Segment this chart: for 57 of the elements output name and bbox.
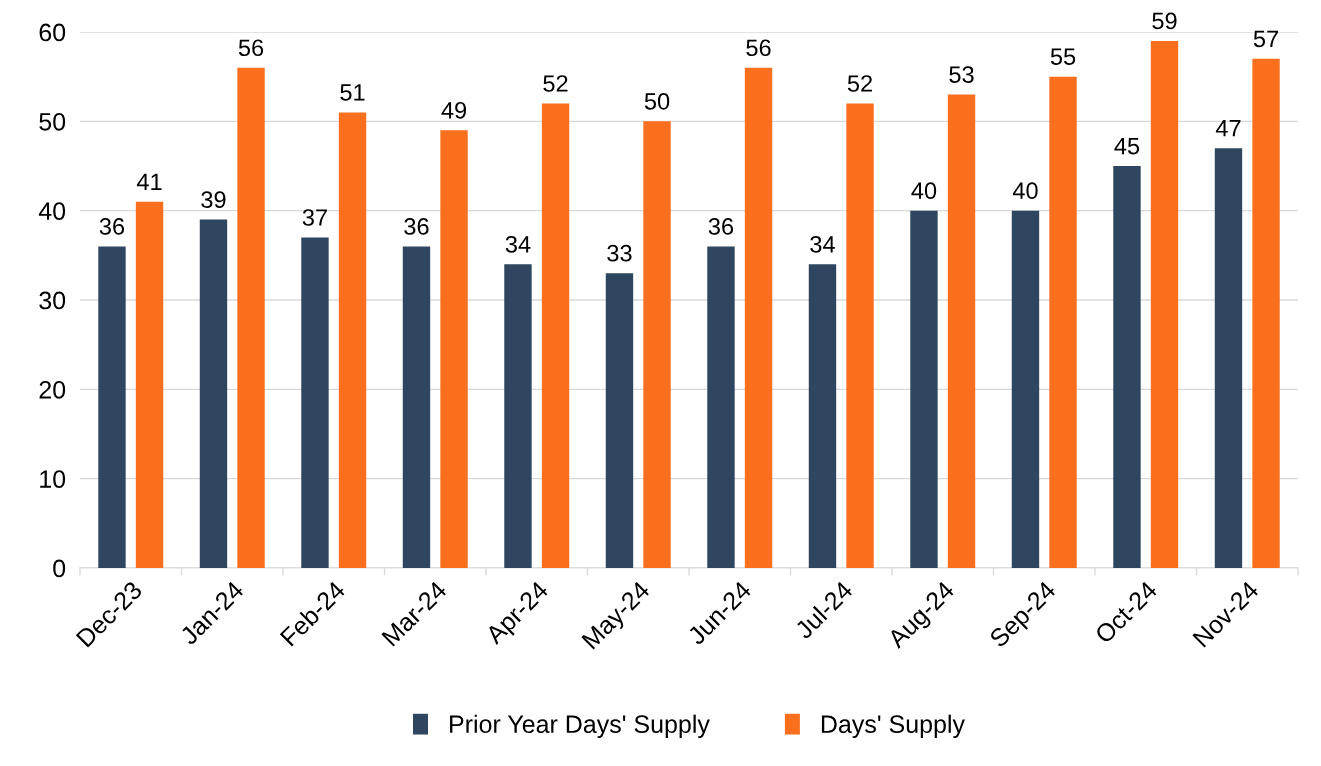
data-label: 55: [1050, 48, 1076, 66]
bar: [338, 112, 367, 568]
bar: [1150, 40, 1179, 568]
data-label: 36: [404, 218, 429, 235]
data-label: 37: [302, 209, 327, 226]
bar: [846, 103, 874, 568]
bar: [643, 121, 671, 568]
data-label: 47: [1215, 120, 1241, 137]
bar: [135, 201, 164, 568]
data-label: 56: [746, 39, 771, 57]
data-label: 50: [644, 93, 670, 110]
data-label: 45: [1114, 137, 1140, 155]
legend-label: Days' Supply: [821, 714, 965, 738]
data-label: 40: [911, 182, 937, 200]
y-tick-label: 0: [53, 559, 66, 578]
data-label: 39: [201, 191, 226, 208]
bar: [504, 264, 532, 568]
bar: [1011, 210, 1040, 568]
bar: [440, 130, 468, 568]
data-label: 56: [238, 39, 264, 57]
data-label: 57: [1253, 30, 1278, 48]
y-tick-label: 60: [39, 23, 66, 42]
bar: [1113, 166, 1141, 568]
bar: [199, 219, 228, 568]
y-tick-label: 40: [38, 202, 66, 220]
data-label: 40: [1012, 182, 1038, 200]
data-label: 36: [99, 218, 125, 235]
y-tick-label: 50: [39, 112, 66, 131]
bar: [1252, 58, 1280, 568]
bar: [1214, 148, 1243, 568]
legend-label: Prior Year Days' Supply: [450, 714, 710, 738]
bar: [707, 246, 735, 568]
data-label: 34: [505, 235, 531, 253]
bar: [910, 210, 938, 568]
data-label: 49: [441, 101, 467, 119]
bar: [947, 94, 976, 568]
y-tick-label: 30: [39, 291, 66, 310]
data-label: 52: [847, 75, 872, 92]
y-tick-label: 10: [40, 470, 66, 488]
bar: [237, 67, 265, 568]
data-label: 53: [949, 66, 974, 83]
bar: [744, 67, 773, 568]
data-label: 52: [543, 75, 568, 92]
bar: [301, 237, 329, 568]
data-label: 51: [340, 84, 365, 101]
bar: [98, 246, 126, 568]
bar: [808, 264, 837, 568]
data-label: 59: [1152, 12, 1177, 30]
bar: [541, 103, 570, 568]
bar: [1049, 76, 1077, 568]
data-label: 33: [607, 244, 632, 262]
data-label: 41: [136, 173, 162, 190]
data-label: 36: [708, 218, 734, 235]
y-tick-label: 20: [39, 380, 66, 399]
bar: [402, 246, 431, 568]
bar: [605, 273, 634, 568]
data-label: 34: [810, 235, 835, 253]
